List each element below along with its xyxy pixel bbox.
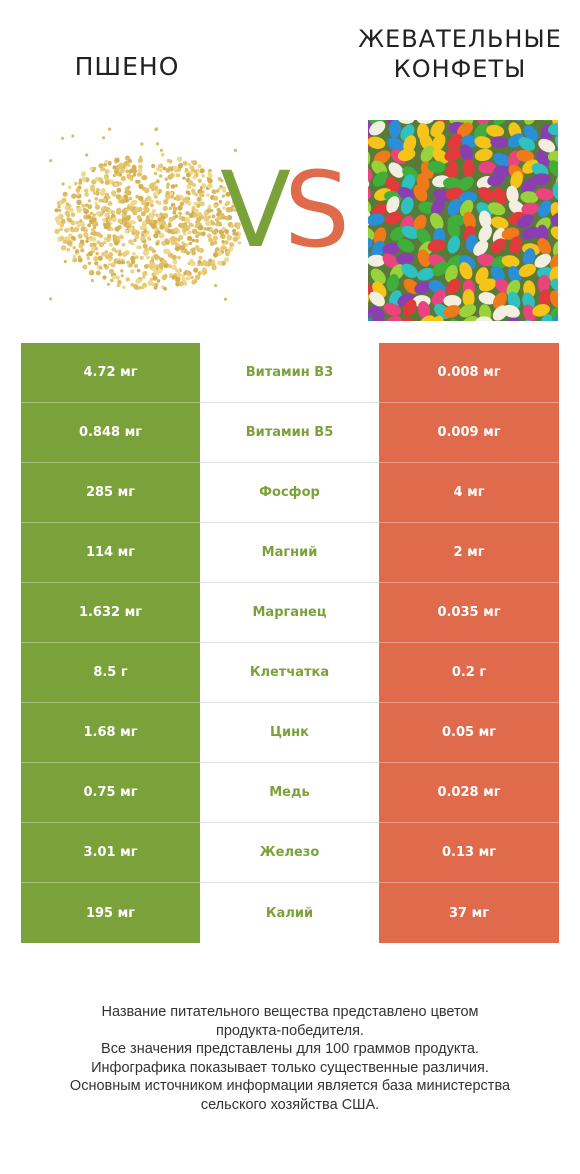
nutrient-name-cell: Цинк xyxy=(200,703,379,763)
footer-line: Инфографика показывает только существенн… xyxy=(91,1059,489,1076)
left-value-cell: 4.72 мг xyxy=(21,343,200,403)
right-value-cell: 0.035 мг xyxy=(379,583,559,643)
table-row: 195 мг Калий 37 мг xyxy=(21,883,559,943)
footer-note: Название питательного вещества представл… xyxy=(20,1003,560,1114)
right-value-cell: 0.13 мг xyxy=(379,823,559,883)
table-row: 8.5 г Клетчатка 0.2 г xyxy=(21,643,559,703)
nutrient-name-cell: Фосфор xyxy=(200,463,379,523)
left-value-cell: 1.68 мг xyxy=(21,703,200,763)
table-row: 1.632 мг Марганец 0.035 мг xyxy=(21,583,559,643)
right-value-cell: 0.028 мг xyxy=(379,763,559,823)
footer-line: Название питательного вещества представл… xyxy=(101,1004,479,1020)
jelly-beans-image xyxy=(368,120,558,321)
table-row: 4.72 мг Витамин B3 0.008 мг xyxy=(21,343,559,403)
nutrient-name-cell: Медь xyxy=(200,763,379,823)
left-value-cell: 114 мг xyxy=(21,523,200,583)
comparison-table: 4.72 мг Витамин B3 0.008 мг 0.848 мг Витамин… xyxy=(21,343,559,943)
right-value-cell: 0.2 г xyxy=(379,643,559,703)
vs-letter-s: S xyxy=(284,149,351,271)
footer-line: продукта-победителя. xyxy=(215,1022,365,1039)
nutrient-name-cell: Магний xyxy=(200,523,379,583)
table-row: 0.75 мг Медь 0.028 мг xyxy=(21,763,559,823)
nutrient-name-cell: Марганец xyxy=(200,583,379,643)
right-value-cell: 37 мг xyxy=(379,883,559,943)
millet-image xyxy=(49,127,246,301)
right-title-line1: ЖЕВАТЕЛЬНЫЕ xyxy=(358,25,562,53)
table-row: 3.01 мг Железо 0.13 мг xyxy=(21,823,559,883)
footer-line: Основным источником информации является … xyxy=(69,1078,511,1094)
nutrient-name-cell: Калий xyxy=(200,883,379,943)
right-value-cell: 2 мг xyxy=(379,523,559,583)
right-value-cell: 4 мг xyxy=(379,463,559,523)
nutrient-name-cell: Клетчатка xyxy=(200,643,379,703)
left-value-cell: 0.75 мг xyxy=(21,763,200,823)
vs-letter-v: V xyxy=(220,149,292,271)
left-value-cell: 1.632 мг xyxy=(21,583,200,643)
table-row: 1.68 мг Цинк 0.05 мг xyxy=(21,703,559,763)
nutrient-name-cell: Витамин B5 xyxy=(200,403,379,463)
right-title-line2: КОНФЕТЫ xyxy=(393,55,527,83)
left-value-cell: 8.5 г xyxy=(21,643,200,703)
right-value-cell: 0.05 мг xyxy=(379,703,559,763)
footer-line: Все значения представлены для 100 граммо… xyxy=(101,1041,479,1057)
right-value-cell: 0.008 мг xyxy=(379,343,559,403)
left-product-title: ПШЕНО xyxy=(74,52,180,81)
left-value-cell: 285 мг xyxy=(21,463,200,523)
left-value-cell: 3.01 мг xyxy=(21,823,200,883)
table-row: 0.848 мг Витамин B5 0.009 мг xyxy=(21,403,559,463)
right-value-cell: 0.009 мг xyxy=(379,403,559,463)
vs-label: V S xyxy=(220,158,360,278)
nutrient-name-cell: Витамин B3 xyxy=(200,343,379,403)
nutrient-name-cell: Железо xyxy=(200,823,379,883)
table-row: 114 мг Магний 2 мг xyxy=(21,523,559,583)
left-value-cell: 0.848 мг xyxy=(21,403,200,463)
left-value-cell: 195 мг xyxy=(21,883,200,943)
footer-line: сельского хозяйства США. xyxy=(200,1096,380,1113)
table-row: 285 мг Фосфор 4 мг xyxy=(21,463,559,523)
right-product-title: ЖЕВАТЕЛЬНЫЕ КОНФЕТЫ xyxy=(340,24,580,84)
